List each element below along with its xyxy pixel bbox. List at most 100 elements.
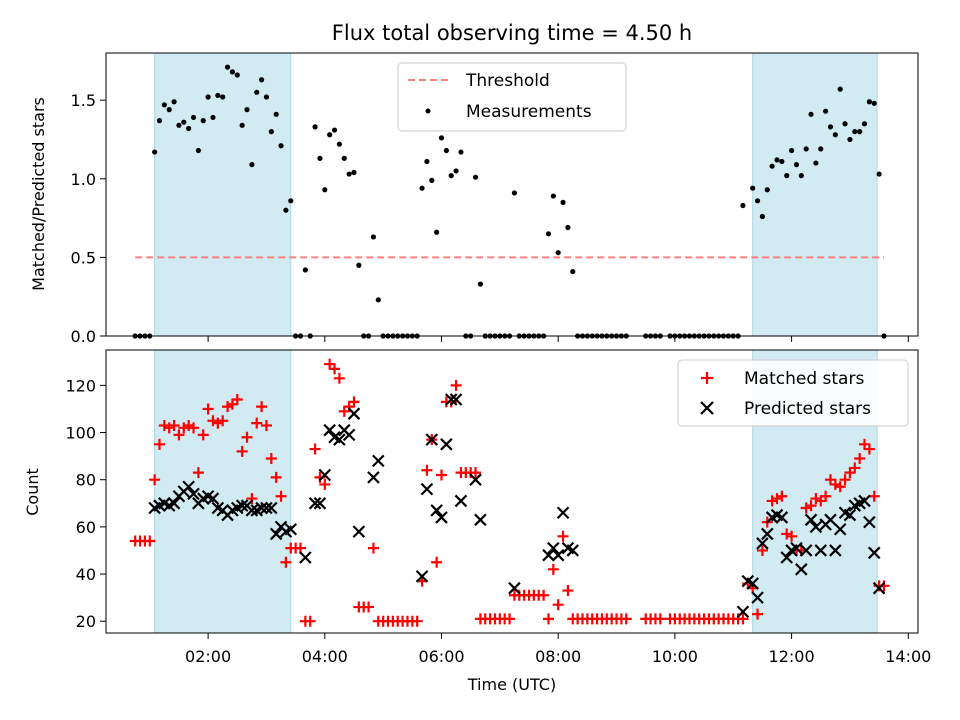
predicted-star-marker (308, 497, 322, 510)
predicted-star-marker (556, 506, 570, 520)
measurement-point (434, 229, 440, 235)
predicted-star-marker (863, 515, 876, 529)
matched-star-marker (280, 556, 292, 568)
matched-star-marker (231, 394, 243, 406)
matched-star-marker (820, 490, 832, 502)
measurement-point (754, 198, 761, 204)
y-tick-label: 60 (76, 518, 96, 537)
measurement-point (750, 185, 756, 191)
predicted-star-marker (474, 513, 487, 527)
measurement-point (331, 127, 338, 133)
matched-star-marker (829, 478, 841, 490)
predicted-star-marker (829, 544, 842, 557)
measurement-point (327, 132, 333, 138)
matched-star-marker (834, 481, 846, 493)
predicted-star-marker (269, 527, 283, 541)
x-tick-label: 02:00 (185, 647, 231, 666)
predicted-star-marker (751, 591, 764, 604)
measurement-point (273, 111, 279, 117)
measurement-point (477, 281, 483, 287)
x-tick-label: 14:00 (885, 647, 931, 666)
bottom-legend: Matched stars Predicted stars (677, 359, 909, 427)
predicted-star-marker (260, 501, 273, 515)
measurement-point (832, 132, 838, 138)
predicted-star-marker (235, 499, 249, 512)
matched-star-marker (260, 419, 272, 431)
predicted-stars-points (148, 393, 886, 619)
legend-matched-label: Matched stars (744, 369, 864, 389)
measurement-point (181, 119, 187, 125)
predicted-star-marker (449, 393, 463, 406)
predicted-star-marker (352, 525, 366, 538)
matched-star-marker (192, 467, 204, 479)
matched-star-marker (163, 422, 175, 434)
x-tick-label: 12:00 (769, 647, 815, 666)
measurement-point (268, 129, 274, 135)
predicted-star-marker (469, 473, 482, 486)
measurement-point (152, 149, 158, 155)
measurement-point (215, 92, 221, 99)
matched-star-marker (168, 419, 180, 431)
matched-star-marker (251, 417, 263, 429)
bottom-y-axis-ticks: 20 40 60 80 100 120 (65, 376, 106, 631)
measurement-point (302, 267, 308, 273)
matched-star-marker (202, 403, 214, 415)
predicted-star-marker (372, 454, 385, 468)
measurement-point (774, 157, 780, 163)
matched-star-marker (863, 443, 875, 455)
predicted-star-marker (318, 468, 332, 482)
predicted-star-marker (814, 544, 828, 557)
matched-star-marker (217, 415, 229, 427)
predicted-star-marker (858, 494, 871, 508)
matched-star-marker (212, 417, 224, 429)
measurement-point (156, 118, 163, 124)
predicted-star-marker (780, 551, 793, 564)
measurement-point (808, 111, 814, 117)
measurement-point (186, 125, 192, 132)
measurement-point (842, 121, 848, 127)
predicted-star-marker (804, 513, 818, 527)
predicted-star-marker (444, 393, 458, 406)
matched-star-marker (173, 429, 185, 441)
predicted-star-marker (799, 544, 813, 557)
predicted-star-marker (167, 497, 181, 510)
measurement-point (161, 102, 167, 108)
predicted-star-marker (435, 511, 448, 524)
matched-star-marker (333, 372, 345, 384)
x-tick-label: 10:00 (652, 647, 698, 666)
measurement-point (239, 122, 245, 128)
shaded-intervals (154, 52, 878, 337)
matched-star-marker (241, 431, 253, 443)
matched-star-marker (309, 443, 321, 455)
measurement-point (764, 187, 770, 193)
measurement-point (555, 250, 561, 256)
predicted-star-marker (313, 497, 327, 510)
shaded-interval (154, 52, 292, 337)
measurement-point (244, 107, 250, 113)
measurement-point (234, 72, 240, 78)
measurement-point (419, 185, 425, 191)
y-tick-label: 120 (65, 376, 96, 395)
top-y-axis-ticks: 0.0 0.5 1.0 1.5 (71, 91, 106, 346)
predicted-star-marker (440, 438, 453, 451)
matched-star-marker (411, 615, 423, 627)
matched-star-marker (562, 585, 574, 597)
measurement-point (769, 163, 775, 169)
matched-star-marker (557, 530, 569, 542)
measurement-point (448, 173, 454, 179)
predicted-star-marker (760, 527, 774, 541)
predicted-star-marker (342, 428, 356, 442)
measurement-point (278, 143, 284, 149)
y-tick-label: 40 (76, 565, 96, 584)
y-tick-label: 1.0 (71, 170, 96, 189)
measurement-point (283, 207, 289, 213)
bottom-axes-frame (105, 349, 919, 634)
matched-star-marker (178, 422, 190, 434)
predicted-star-marker (454, 494, 468, 508)
count-panel: 20 40 60 80 100 120 02:00 04:00 06:00 08:00 10:00… (23, 349, 931, 694)
measurement-point (429, 177, 435, 183)
measurement-point (847, 136, 853, 143)
predicted-star-marker (182, 480, 195, 494)
matched-star-marker (542, 613, 554, 625)
